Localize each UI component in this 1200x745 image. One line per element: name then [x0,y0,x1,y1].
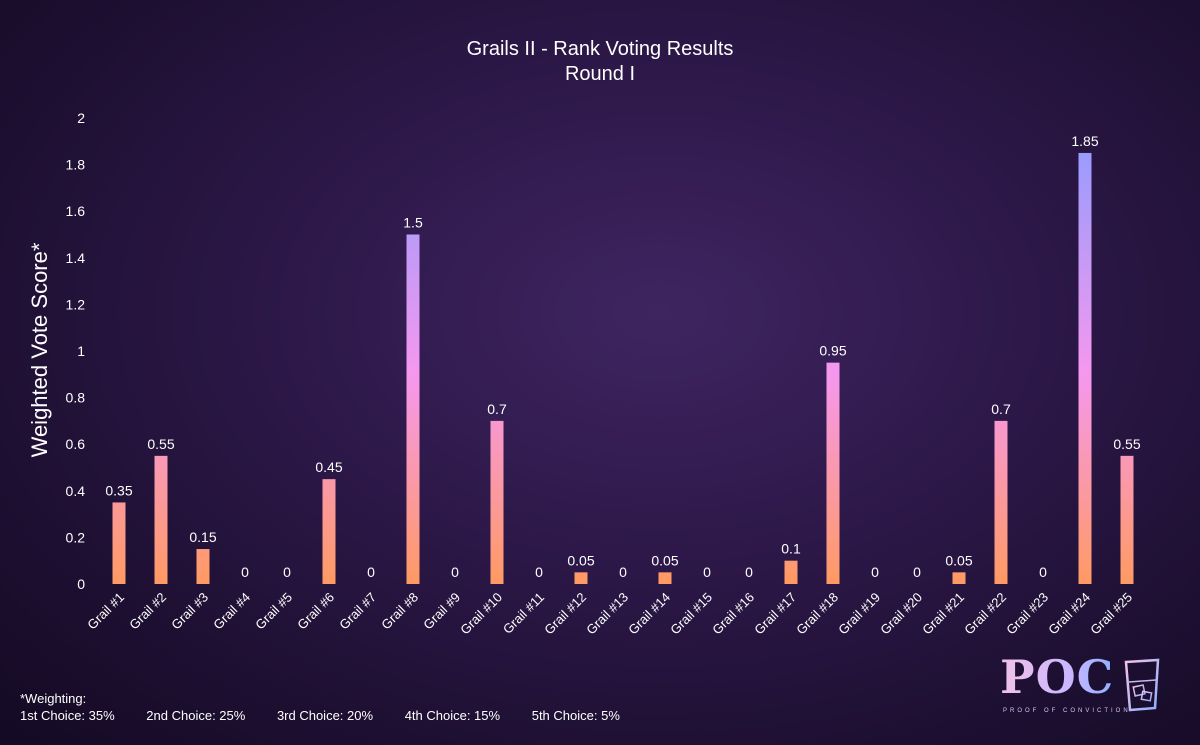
y-tick-label: 0.2 [66,529,86,545]
data-label: 0.35 [105,482,132,498]
logo-tagline: PROOF OF CONVICTION [1003,708,1131,714]
footnote-item: 3rd Choice: 20% [276,708,374,723]
y-tick-label: 0.6 [66,436,86,452]
data-label: 0.1 [781,541,801,557]
bar [112,502,126,584]
y-tick-label: 1.8 [66,157,86,173]
bar [196,549,210,584]
data-label: 0 [703,564,711,580]
bar [1120,455,1134,584]
data-label: 0 [451,564,459,580]
data-label: 0 [283,564,291,580]
x-tick-label: Grail #21 [919,590,967,638]
x-axis-ticks: Grail #1 Grail #2 Grail #3 Grail #4 Grail #5… [84,590,1135,638]
y-tick-label: 1 [77,343,85,359]
bar [406,234,420,584]
x-tick-label: Grail #8 [378,590,421,633]
footnote-item: 1st Choice: 35% [20,708,115,723]
x-tick-label: Grail #1 [84,590,127,633]
y-tick-label: 1.6 [66,203,86,219]
data-label: 0.05 [945,552,972,568]
footnote-item: 2nd Choice: 25% [146,708,246,723]
x-tick-label: Grail #11 [500,590,547,637]
weighting-footnote: *Weighting: 1st Choice: 35% 2nd Choice: … [20,690,648,724]
whiskey-glass-icon [1124,658,1160,712]
x-tick-label: Grail #10 [457,590,505,638]
bar [952,572,966,584]
bar [154,455,168,584]
x-tick-label: Grail #15 [667,590,715,638]
bar [994,420,1008,584]
data-label: 0 [535,564,543,580]
x-tick-label: Grail #25 [1087,590,1135,638]
bar [826,362,840,584]
data-label: 1.85 [1071,133,1098,149]
y-tick-label: 2 [77,110,85,126]
y-tick-label: 0.4 [66,483,86,499]
x-tick-label: Grail #16 [709,590,757,638]
y-tick-label: 0.8 [66,390,86,406]
chart-title: Grails II - Rank Voting Results [466,38,734,60]
x-tick-label: Grail #6 [294,590,337,633]
bar [574,572,588,584]
poc-logo: POC PROOF OF CONVICTION [1000,650,1170,730]
y-tick-label: 1.4 [66,250,86,266]
data-label: 0 [913,564,921,580]
data-label: 0 [871,564,879,580]
data-label: 0 [745,564,753,580]
x-tick-label: Grail #12 [541,590,589,638]
y-tick-label: 1.2 [66,296,86,312]
bars [112,152,1134,584]
x-tick-label: Grail #2 [126,590,169,633]
footnote-item: 5th Choice: 5% [531,708,620,723]
x-tick-label: Grail #13 [583,590,631,638]
footnote-item: 4th Choice: 15% [404,708,501,723]
x-tick-label: Grail #5 [252,590,295,633]
data-label: 0 [241,564,249,580]
data-label: 0.55 [147,436,174,452]
bar [1078,152,1092,584]
chart-subtitle: Round I [564,63,636,85]
x-tick-label: Grail #7 [336,590,379,633]
bar [490,420,504,584]
bar [322,479,336,584]
data-label: 1.5 [403,215,423,231]
data-label: 0 [367,564,375,580]
footnote-heading: *Weighting: [20,691,87,706]
logo-text: POC [1000,650,1115,704]
x-tick-label: Grail #14 [625,590,673,638]
bar [658,572,672,584]
data-label: 0.7 [487,401,507,417]
data-label: 0.7 [991,401,1011,417]
x-tick-label: Grail #20 [877,590,925,638]
data-label: 0.95 [819,343,846,359]
data-label: 0.05 [567,552,594,568]
x-tick-label: Grail #19 [835,590,883,638]
data-labels: 0.35 0.55 0.15 0 0 0.45 0 1.5 0 0.7 0 0.05 0 0.05 0 0 0.… [105,133,1140,580]
bar-chart: 0 0.2 0.4 0.6 0.8 1 1.2 1.4 1.6 1.8 2 0.35 0.55 0.15… [66,110,1141,638]
x-tick-label: Grail #9 [420,590,463,633]
data-label: 0.05 [651,552,678,568]
y-axis-ticks: 0 0.2 0.4 0.6 0.8 1 1.2 1.4 1.6 1.8 2 [66,110,86,592]
x-tick-label: Grail #24 [1045,590,1093,638]
bar [784,560,798,584]
data-label: 0 [1039,564,1047,580]
x-tick-label: Grail #18 [793,590,841,638]
x-tick-label: Grail #3 [168,590,211,633]
x-tick-label: Grail #22 [961,590,1009,638]
data-label: 0.15 [189,529,216,545]
data-label: 0.45 [315,459,342,475]
y-tick-label: 0 [77,576,85,592]
data-label: 0.55 [1113,436,1140,452]
x-tick-label: Grail #23 [1003,590,1051,638]
footnote-items: 1st Choice: 35% 2nd Choice: 25% 3rd Choi… [20,707,648,724]
x-tick-label: Grail #17 [751,590,799,638]
x-tick-label: Grail #4 [210,590,253,633]
data-label: 0 [619,564,627,580]
